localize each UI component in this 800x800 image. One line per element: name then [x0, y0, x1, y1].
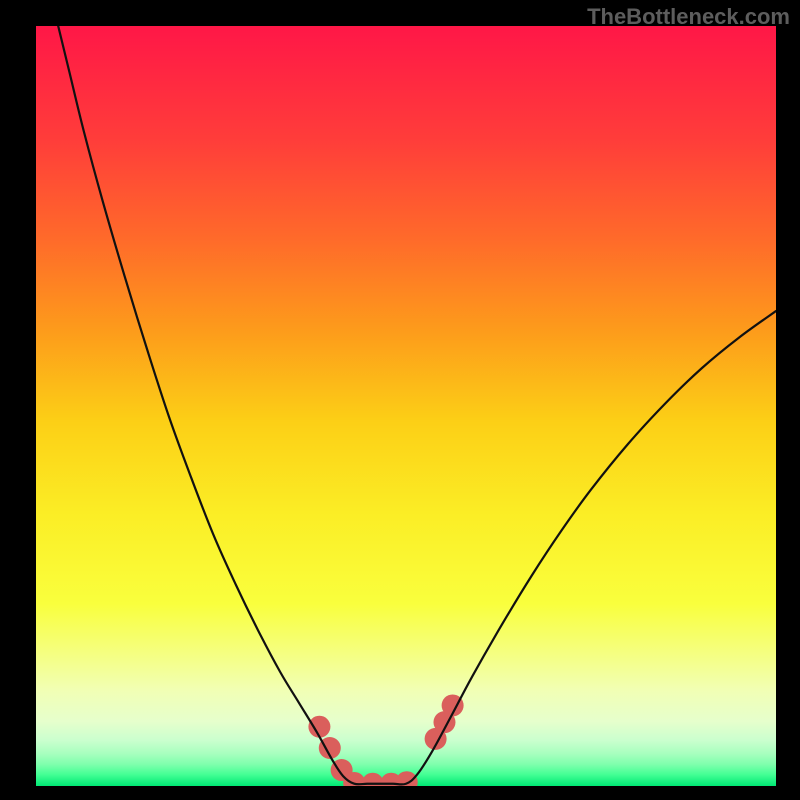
- gradient-background: [36, 26, 776, 786]
- watermark-text: TheBottleneck.com: [587, 4, 790, 30]
- chart-container: TheBottleneck.com: [0, 0, 800, 800]
- data-marker: [308, 716, 330, 738]
- bottleneck-chart: [0, 0, 800, 800]
